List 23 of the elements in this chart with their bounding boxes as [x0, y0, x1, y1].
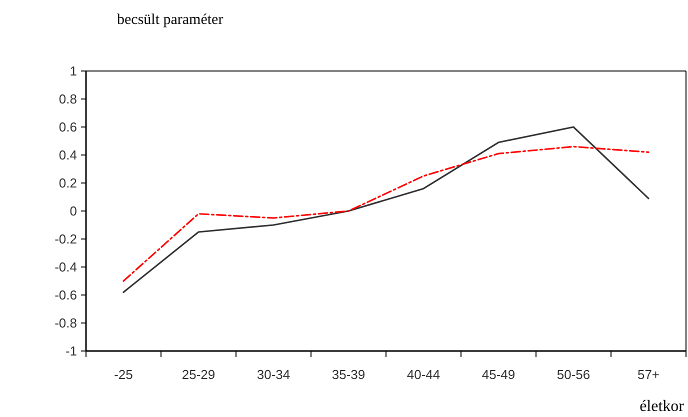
- y-tick-label: -0.8: [54, 316, 77, 331]
- x-tick-label: 35-39: [332, 367, 366, 382]
- x-tick-label: 50-56: [556, 367, 590, 382]
- y-tick-label: 1: [70, 64, 77, 79]
- y-tick-label: -0.2: [54, 232, 77, 247]
- x-tick-label: 30-34: [256, 367, 290, 382]
- x-tick-label: -25: [114, 367, 133, 382]
- line-series: [122, 146, 650, 282]
- chart-title: becsült paraméter: [117, 12, 224, 28]
- y-tick-label: 0.4: [58, 148, 77, 163]
- y-tick-label: 0.2: [58, 176, 77, 191]
- x-tick-label: 45-49: [482, 367, 516, 382]
- x-tick-label: 25-29: [182, 367, 216, 382]
- y-tick-label: 0.8: [58, 92, 77, 107]
- y-tick-label: -1: [65, 344, 77, 359]
- y-tick-label: -0.6: [54, 288, 77, 303]
- x-axis-title: életkor: [640, 398, 685, 415]
- line-series: [122, 126, 650, 293]
- y-tick-label: -0.4: [54, 260, 77, 275]
- y-tick-label: 0: [70, 204, 77, 219]
- x-tick-label: 40-44: [406, 367, 440, 382]
- y-tick-label: 0.6: [58, 120, 77, 135]
- x-tick-label: 57+: [637, 367, 660, 382]
